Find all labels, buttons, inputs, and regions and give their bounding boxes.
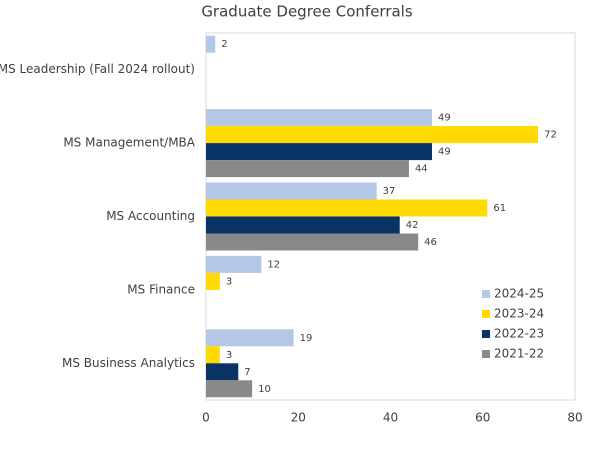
bar bbox=[206, 109, 433, 127]
data-label: 37 bbox=[383, 186, 396, 197]
x-tick-label: 20 bbox=[291, 411, 306, 425]
data-label: 49 bbox=[438, 147, 451, 158]
y-tick-label: MS Accounting bbox=[106, 209, 195, 223]
legend-label: 2024-25 bbox=[494, 287, 544, 301]
y-tick-label: MS Finance bbox=[127, 282, 195, 296]
x-tick-label: 80 bbox=[567, 411, 582, 425]
bar bbox=[206, 143, 433, 161]
data-label: 49 bbox=[438, 113, 451, 124]
bar bbox=[206, 160, 409, 178]
data-label: 7 bbox=[244, 367, 250, 378]
data-label: 19 bbox=[300, 333, 313, 344]
bar bbox=[206, 182, 377, 200]
legend-swatch bbox=[482, 330, 490, 338]
data-label: 3 bbox=[226, 276, 232, 287]
x-tick-label: 0 bbox=[202, 411, 210, 425]
data-label: 61 bbox=[493, 203, 506, 214]
y-tick-label: MS Management/MBA bbox=[63, 136, 195, 150]
y-tick-label: MS Business Analytics bbox=[62, 356, 195, 370]
data-label: 12 bbox=[267, 259, 280, 270]
chart-title: Graduate Degree Conferrals bbox=[201, 3, 413, 21]
x-tick-label: 40 bbox=[383, 411, 398, 425]
data-label: 10 bbox=[258, 384, 271, 395]
bar bbox=[206, 380, 253, 398]
bar bbox=[206, 199, 488, 217]
y-tick-label: MS Leadership (Fall 2024 rollout) bbox=[0, 62, 195, 76]
bar bbox=[206, 255, 262, 273]
legend-label: 2021-22 bbox=[494, 347, 544, 361]
bar bbox=[206, 233, 419, 251]
data-label: 42 bbox=[406, 220, 419, 231]
data-label: 46 bbox=[424, 237, 437, 248]
data-label: 44 bbox=[415, 164, 428, 175]
x-tick-label: 60 bbox=[475, 411, 490, 425]
legend-swatch bbox=[482, 310, 490, 318]
data-label: 3 bbox=[226, 350, 232, 361]
bar bbox=[206, 216, 400, 234]
bar bbox=[206, 126, 539, 144]
bar bbox=[206, 35, 216, 53]
legend-swatch bbox=[482, 350, 490, 358]
data-label: 2 bbox=[221, 39, 227, 50]
legend-label: 2022-23 bbox=[494, 327, 544, 341]
bar bbox=[206, 363, 239, 381]
legend-swatch bbox=[482, 290, 490, 298]
legend-label: 2023-24 bbox=[494, 307, 544, 321]
bar bbox=[206, 272, 220, 290]
bar bbox=[206, 329, 294, 347]
data-label: 72 bbox=[544, 130, 557, 141]
bar bbox=[206, 346, 220, 364]
